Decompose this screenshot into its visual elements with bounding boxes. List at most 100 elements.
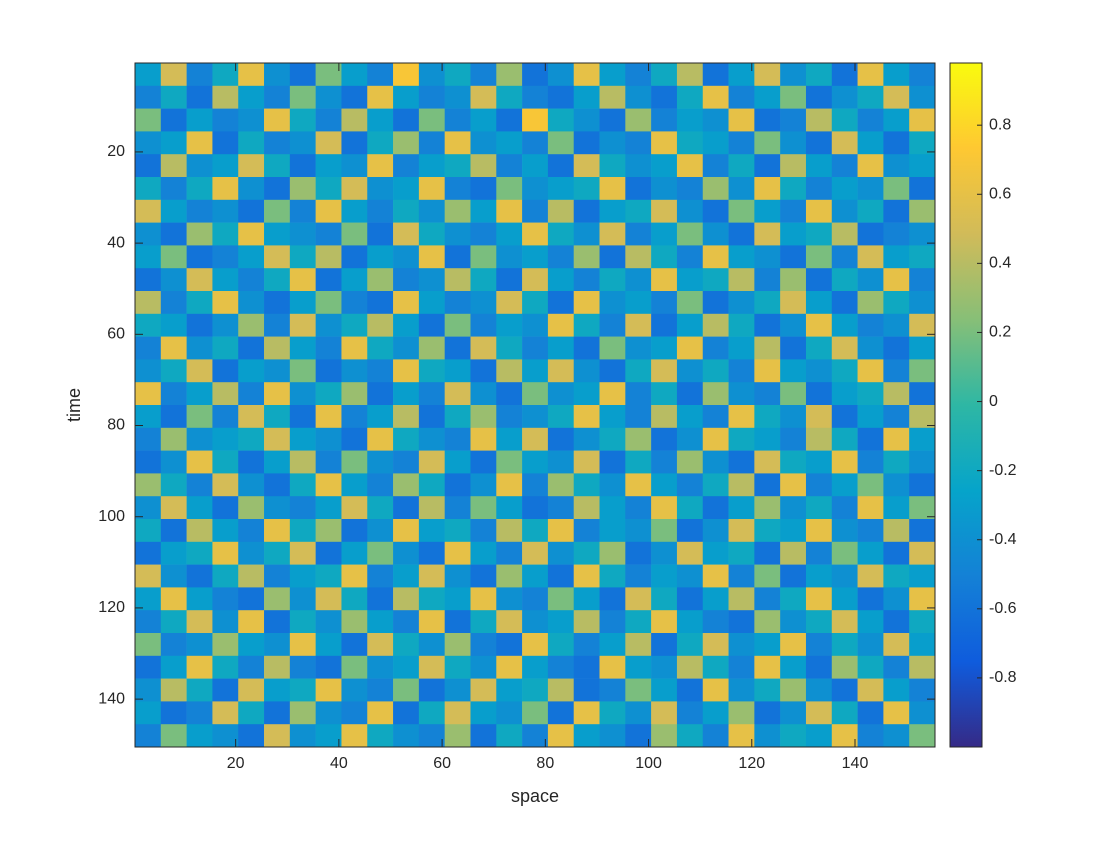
- heatmap-cell: [444, 633, 471, 657]
- heatmap-cell: [135, 63, 162, 87]
- heatmap-cell: [728, 85, 755, 109]
- heatmap-cell: [676, 313, 704, 337]
- heatmap-cell: [573, 701, 600, 725]
- heatmap-cell: [444, 268, 471, 292]
- heatmap-cell: [883, 610, 910, 634]
- heatmap-cell: [702, 382, 729, 406]
- heatmap-cell: [780, 359, 807, 383]
- heatmap-cell: [289, 63, 316, 87]
- heatmap-cell: [186, 496, 213, 520]
- heatmap-cell: [418, 724, 445, 748]
- heatmap-cell: [780, 633, 807, 657]
- heatmap-cell: [212, 268, 239, 292]
- heatmap-cell: [805, 473, 833, 497]
- heatmap-cell: [470, 63, 497, 87]
- heatmap-cell: [909, 359, 936, 383]
- heatmap-cell: [831, 655, 858, 679]
- heatmap-cell: [805, 177, 833, 201]
- heatmap-cell: [883, 541, 910, 565]
- heatmap-cell: [341, 313, 368, 337]
- heatmap-cell: [238, 405, 265, 429]
- heatmap-cell: [264, 359, 291, 383]
- heatmap-cell: [857, 496, 884, 520]
- heatmap-cell: [470, 291, 497, 315]
- heatmap-cell: [470, 564, 497, 588]
- heatmap-cell: [909, 678, 936, 702]
- heatmap-cell: [883, 268, 910, 292]
- heatmap-cell: [651, 108, 678, 132]
- heatmap-cell: [547, 359, 575, 383]
- heatmap-cell: [496, 154, 523, 178]
- heatmap-cell: [212, 541, 239, 565]
- heatmap-cell: [496, 519, 523, 543]
- heatmap-cell: [418, 268, 445, 292]
- heatmap-cell: [444, 678, 471, 702]
- heatmap-cell: [754, 382, 781, 406]
- heatmap-cell: [160, 610, 187, 634]
- heatmap-cell: [676, 222, 704, 246]
- heatmap-cell: [651, 359, 678, 383]
- x-tick-label: 40: [330, 755, 348, 772]
- colorbar-tick-label: -0.4: [989, 531, 1017, 548]
- heatmap-cell: [444, 177, 471, 201]
- heatmap-cell: [625, 336, 652, 360]
- heatmap-cell: [341, 496, 368, 520]
- heatmap-cell: [702, 108, 729, 132]
- heatmap-cell: [135, 268, 162, 292]
- heatmap-cell: [444, 724, 471, 748]
- heatmap-cell: [496, 655, 523, 679]
- heatmap-cell: [625, 268, 652, 292]
- heatmap: [135, 63, 936, 748]
- heatmap-cell: [702, 359, 729, 383]
- heatmap-cell: [135, 313, 162, 337]
- heatmap-cell: [754, 496, 781, 520]
- heatmap-cell: [522, 655, 549, 679]
- colorbar-tick-label: -0.8: [989, 669, 1017, 686]
- heatmap-cell: [418, 405, 445, 429]
- heatmap-cell: [160, 519, 187, 543]
- heatmap-cell: [883, 108, 910, 132]
- heatmap-cell: [805, 313, 833, 337]
- heatmap-cell: [780, 678, 807, 702]
- heatmap-cell: [522, 177, 549, 201]
- heatmap-cell: [160, 405, 187, 429]
- heatmap-cell: [573, 382, 600, 406]
- heatmap-cell: [238, 678, 265, 702]
- heatmap-cell: [289, 245, 316, 269]
- heatmap-cell: [728, 154, 755, 178]
- heatmap-cell: [496, 382, 523, 406]
- heatmap-cell: [676, 177, 704, 201]
- heatmap-cell: [857, 519, 884, 543]
- heatmap-cell: [573, 564, 600, 588]
- heatmap-cell: [599, 473, 626, 497]
- heatmap-cell: [470, 496, 497, 520]
- heatmap-cell: [393, 313, 420, 337]
- heatmap-cell: [702, 154, 729, 178]
- heatmap-cell: [160, 678, 187, 702]
- heatmap-cell: [780, 131, 807, 155]
- heatmap-cell: [547, 199, 575, 223]
- heatmap-cell: [599, 678, 626, 702]
- heatmap-cell: [315, 359, 342, 383]
- heatmap-cell: [393, 177, 420, 201]
- heatmap-cell: [857, 678, 884, 702]
- heatmap-cell: [780, 450, 807, 474]
- heatmap-cell: [599, 450, 626, 474]
- heatmap-cell: [522, 222, 549, 246]
- heatmap-cell: [393, 336, 420, 360]
- heatmap-cell: [418, 564, 445, 588]
- heatmap-cell: [573, 519, 600, 543]
- heatmap-cell: [831, 199, 858, 223]
- heatmap-cell: [341, 564, 368, 588]
- heatmap-cell: [393, 245, 420, 269]
- heatmap-cell: [264, 519, 291, 543]
- heatmap-cell: [857, 633, 884, 657]
- heatmap-cell: [135, 199, 162, 223]
- heatmap-cell: [470, 541, 497, 565]
- heatmap-cell: [522, 678, 549, 702]
- heatmap-cell: [238, 313, 265, 337]
- heatmap-cell: [831, 473, 858, 497]
- heatmap-cell: [186, 359, 213, 383]
- heatmap-cell: [212, 177, 239, 201]
- heatmap-cell: [547, 177, 575, 201]
